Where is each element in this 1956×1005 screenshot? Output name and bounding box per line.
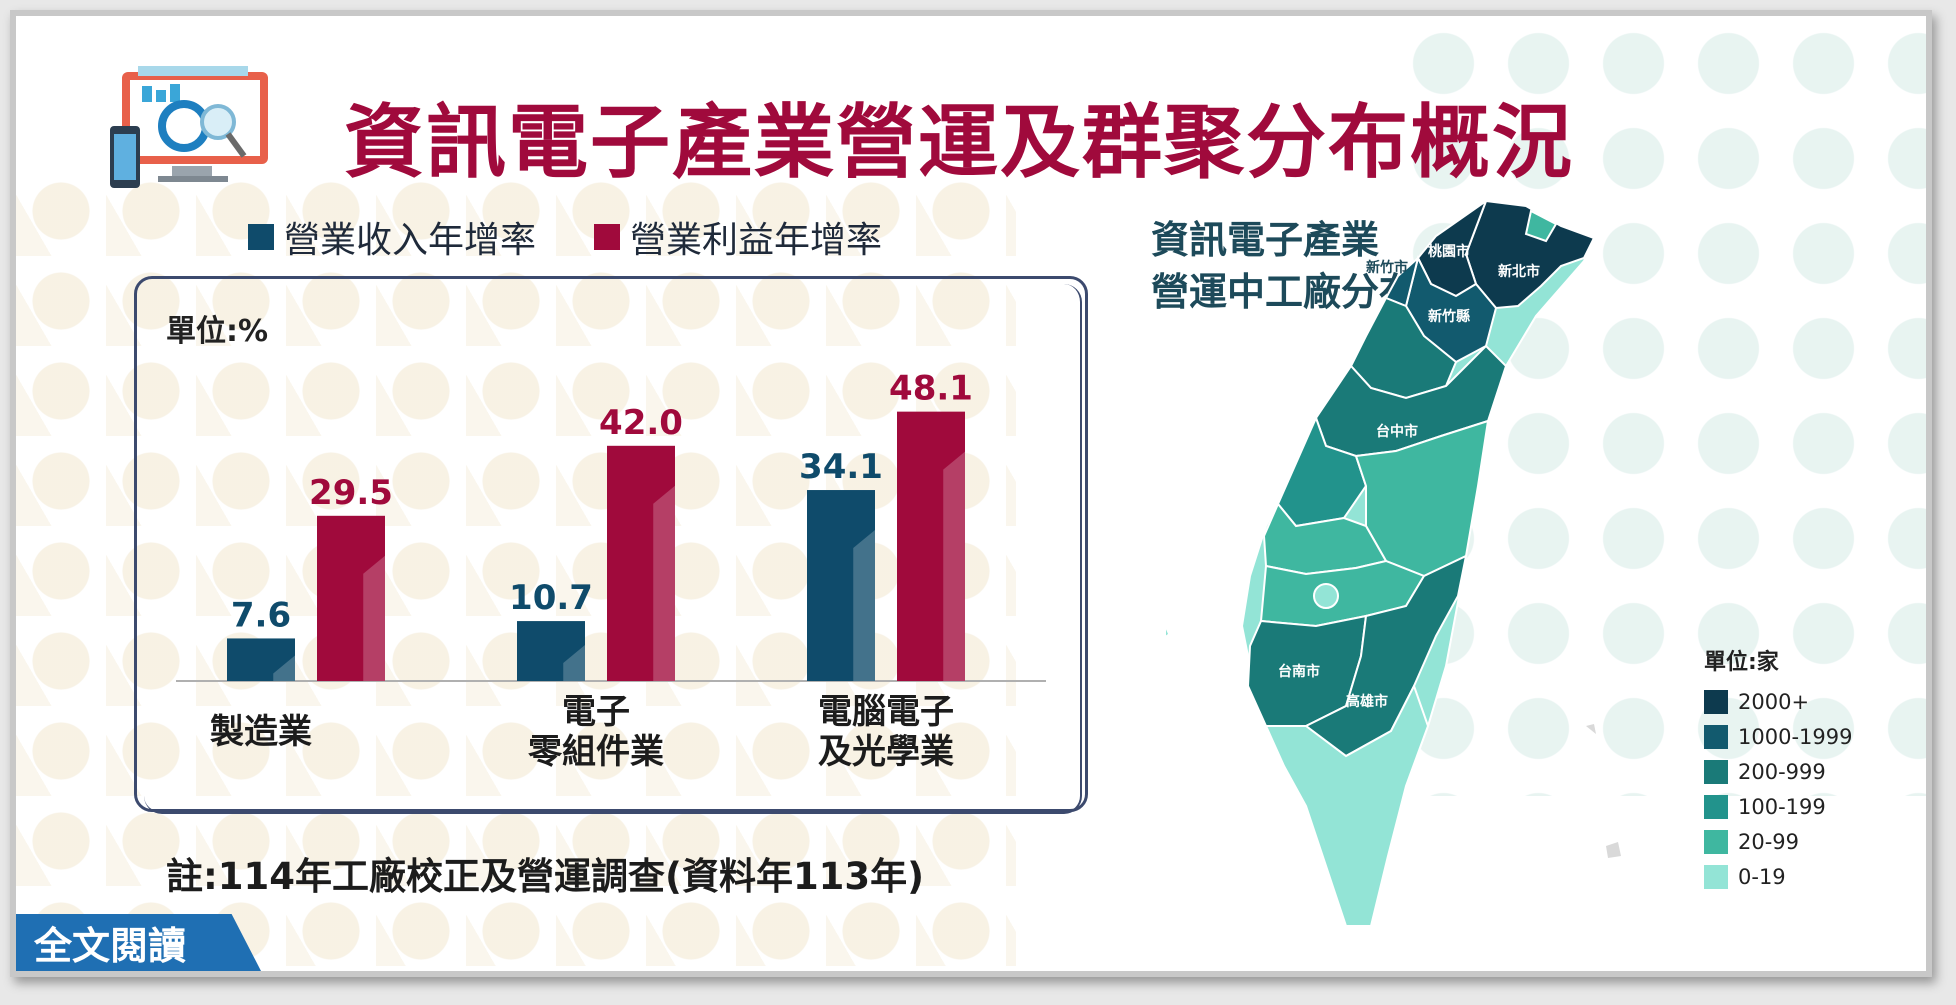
- map-legend-row: 200-999: [1704, 754, 1852, 789]
- page-title: 資訊電子產業營運及群聚分布概況: [344, 96, 1574, 189]
- bar-profit-growth: [317, 515, 385, 681]
- map-legend-label: 20-99: [1738, 829, 1800, 854]
- map-island-lanyu: [1606, 842, 1621, 858]
- monitor-chart-icon: [110, 66, 268, 188]
- map-region-chiayi-city: [1313, 583, 1339, 609]
- map-legend-rows: 2000+ 1000-1999 200-999 100-199 20-99 0-19: [1704, 684, 1852, 894]
- bar-value-label: 42.0: [599, 403, 683, 443]
- category-label: 製造業: [210, 712, 312, 752]
- bar-profit-growth: [607, 445, 675, 681]
- bar-highlight: [273, 655, 295, 681]
- bar-revenue-growth: [807, 490, 875, 681]
- bar-highlight: [653, 485, 675, 681]
- taiwan-map: 桃園市 新北市 新竹市 新竹縣 台中市 台南市 高雄市: [1166, 198, 1621, 927]
- map-region-pingtung: [1264, 683, 1430, 927]
- map-legend: 單位:家 2000+ 1000-1999 200-999 100-199 20-99 0-…: [1704, 644, 1852, 894]
- map-island-penghu: [1166, 629, 1168, 636]
- map-legend-swatch: [1704, 794, 1728, 819]
- bar-value-label: 48.1: [889, 369, 973, 409]
- map-legend-label: 0-19: [1738, 864, 1786, 889]
- map-legend-label: 200-999: [1738, 759, 1826, 784]
- bar-profit-growth: [897, 411, 965, 681]
- map-label-hsinchu-city: 新竹市: [1366, 259, 1408, 276]
- map-legend-swatch: [1704, 689, 1728, 714]
- map-title: 資訊電子產業 營運中工廠分布: [1151, 214, 1417, 318]
- map-title-line1: 資訊電子產業: [1151, 218, 1380, 262]
- map-label-new-taipei: 新北市: [1498, 263, 1540, 280]
- bar-revenue-growth: [517, 621, 585, 681]
- map-label-hsinchu-county: 新竹縣: [1428, 308, 1470, 325]
- category-label: 及光學業: [818, 732, 954, 772]
- map-legend-label: 2000+: [1738, 689, 1810, 714]
- category-label: 電子: [562, 692, 630, 732]
- legend-label-revenue: 營業收入年增率: [284, 220, 537, 261]
- map-region-keelung: [1524, 209, 1558, 243]
- map-legend-row: 1000-1999: [1704, 719, 1852, 754]
- bar-value-label: 29.5: [309, 473, 393, 513]
- category-label: 電腦電子: [818, 692, 954, 732]
- legend-label-profit: 營業利益年增率: [630, 220, 883, 261]
- map-legend-row: 0-19: [1704, 859, 1852, 894]
- read-full-text-button[interactable]: 全文閱讀: [16, 914, 261, 971]
- map-legend-swatch: [1704, 829, 1728, 854]
- bar-highlight: [943, 451, 965, 681]
- map-legend-row: 2000+: [1704, 684, 1852, 719]
- map-island-green: [1586, 724, 1596, 734]
- map-legend-swatch: [1704, 724, 1728, 749]
- map-legend-swatch: [1704, 864, 1728, 889]
- legend-item-profit: 營業利益年增率: [594, 211, 882, 263]
- bar-value-label: 7.6: [231, 595, 291, 635]
- bar-highlight: [363, 555, 385, 681]
- chart-unit-label: 單位:%: [166, 314, 269, 349]
- map-legend-swatch: [1704, 759, 1728, 784]
- legend-item-revenue: 營業收入年增率: [248, 211, 536, 263]
- chart-legend: 營業收入年增率 營業利益年增率: [248, 211, 882, 263]
- bar-value-label: 10.7: [509, 578, 593, 618]
- bar-value-label: 34.1: [799, 447, 883, 487]
- chart-frame-shadow: [144, 284, 1082, 814]
- map-legend-label: 1000-1999: [1738, 724, 1853, 749]
- map-legend-title: 單位:家: [1704, 650, 1779, 675]
- infographic-card: 資訊電子產業營運及群聚分布概況 營業收入年增率 營業利益年增率 單位:% 7.6…: [10, 10, 1932, 977]
- map-label-tainan: 台南市: [1278, 663, 1320, 680]
- bar-revenue-growth: [227, 638, 295, 681]
- map-legend-row: 20-99: [1704, 824, 1852, 859]
- source-note: 註:114年工廠校正及營運調查(資料年113年): [166, 855, 925, 898]
- map-legend-label: 100-199: [1738, 794, 1826, 819]
- map-label-taoyuan: 桃園市: [1428, 243, 1470, 260]
- category-label: 零組件業: [528, 732, 664, 772]
- map-legend-row: 100-199: [1704, 789, 1852, 824]
- bar-highlight: [853, 530, 875, 681]
- map-title-line2: 營運中工廠分布: [1151, 270, 1418, 314]
- bar-highlight: [563, 645, 585, 681]
- legend-swatch-revenue: [248, 224, 274, 250]
- map-label-kaohsiung: 高雄市: [1346, 693, 1388, 710]
- chart-frame: [134, 276, 1088, 812]
- legend-swatch-profit: [594, 224, 621, 250]
- map-label-taichung: 台中市: [1376, 423, 1418, 440]
